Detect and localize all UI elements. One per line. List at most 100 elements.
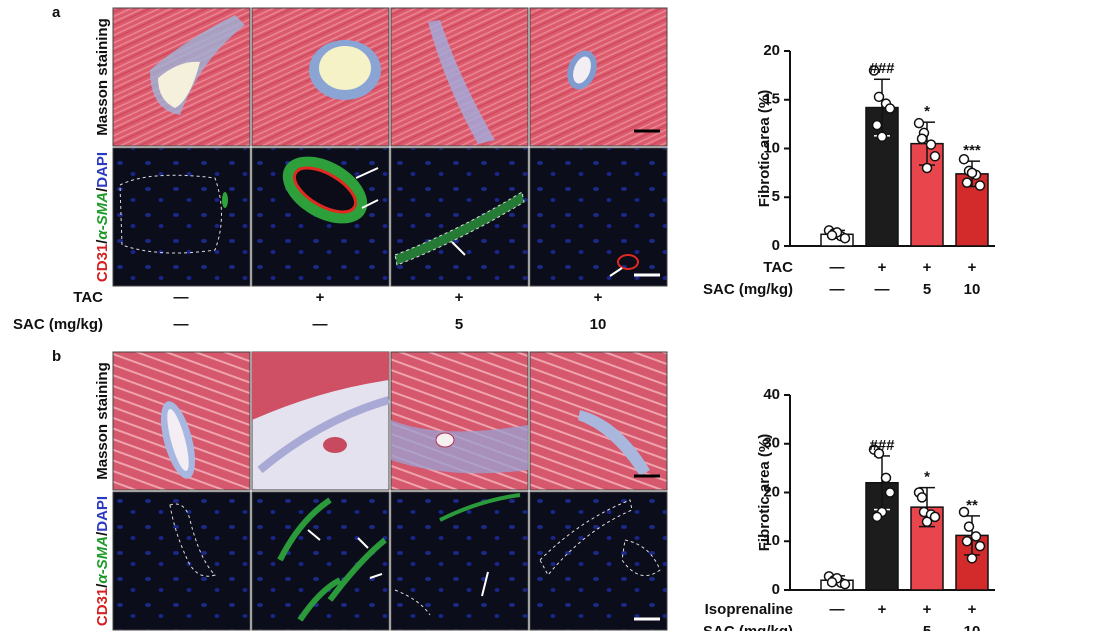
data-point (925, 139, 937, 150)
y-tick-label: 15 (763, 91, 780, 108)
data-point (826, 576, 838, 588)
data-point (929, 511, 941, 523)
treatment-level: + (878, 601, 887, 618)
panel-label: a (52, 4, 61, 21)
micrograph (390, 491, 529, 631)
separator: / (94, 531, 111, 536)
data-point (884, 487, 896, 498)
data-point (916, 133, 928, 144)
stain-cd31: CD31 (94, 588, 111, 626)
separator: / (94, 583, 111, 588)
treatment-level: — (875, 281, 890, 298)
row-label: Masson staining (94, 18, 111, 136)
data-point (839, 232, 851, 244)
micrograph (529, 147, 668, 287)
separator: / (94, 239, 111, 244)
treatment-level: — (830, 281, 845, 298)
y-axis-label: Fibrotic area (%) (756, 90, 773, 208)
stain-asma: α-SMA (94, 192, 111, 240)
condition-level: — (174, 289, 189, 306)
data-point (921, 162, 933, 174)
data-point (966, 167, 978, 179)
significance: ### (869, 437, 895, 454)
y-tick-label: 5 (772, 188, 780, 205)
condition-level: 10 (590, 316, 607, 333)
micrograph (251, 147, 390, 287)
treatment-level: 10 (964, 623, 981, 631)
condition-level: — (313, 316, 328, 333)
micrograph (251, 491, 390, 631)
micrograph (112, 7, 251, 147)
significance: ### (869, 60, 895, 77)
treatment-name: TAC (763, 259, 793, 276)
significance: *** (963, 142, 981, 159)
data-point (970, 531, 982, 542)
micrograph (112, 351, 251, 491)
data-point (974, 180, 986, 191)
micrograph (112, 491, 251, 631)
condition-name: TAC (73, 289, 103, 306)
data-point (884, 103, 896, 114)
condition-name: SAC (mg/kg) (13, 316, 103, 333)
treatment-level: + (923, 259, 932, 276)
treatment-name: SAC (mg/kg) (703, 281, 793, 298)
treatment-level: + (968, 259, 977, 276)
y-tick-label: 10 (763, 139, 780, 156)
micrograph (251, 7, 390, 147)
condition-level: — (174, 316, 189, 333)
data-point (826, 230, 838, 241)
treatment-name: Isoprenaline (705, 601, 793, 618)
stain-cd31: CD31 (94, 244, 111, 282)
micrograph (529, 491, 668, 631)
data-point (880, 472, 892, 484)
micrograph (390, 351, 529, 491)
row-label: CD31/α-SMA/DAPI (94, 152, 111, 282)
micrograph (251, 351, 391, 491)
panel-label: b (52, 348, 61, 365)
y-tick-label: 20 (763, 483, 780, 500)
significance: ** (966, 497, 978, 514)
significance: * (924, 469, 930, 486)
treatment-level: + (968, 601, 977, 618)
micrograph (529, 7, 668, 147)
data-point (871, 119, 883, 131)
treatment-level: — (830, 259, 845, 276)
condition-level: + (455, 289, 464, 306)
condition-level: + (594, 289, 603, 306)
significance: * (924, 103, 930, 120)
micrograph (112, 147, 251, 287)
micrograph (390, 147, 529, 287)
data-point (913, 117, 925, 129)
data-point (958, 506, 970, 518)
data-point (974, 540, 986, 552)
data-point (868, 65, 880, 76)
row-label: Masson staining (94, 362, 111, 480)
data-point (966, 553, 978, 564)
stain-dapi: DAPI (94, 152, 111, 188)
data-point (963, 521, 975, 532)
micrograph (390, 7, 529, 147)
treatment-name: SAC (mg/kg) (703, 623, 793, 631)
condition-level: + (316, 289, 325, 306)
treatment-level: + (923, 601, 932, 618)
data-point (921, 516, 933, 527)
row-label: CD31/α-SMA/DAPI (94, 496, 111, 626)
treatment-level: — (830, 623, 845, 631)
treatment-level: — (875, 623, 890, 631)
separator: / (94, 187, 111, 192)
data-point (876, 131, 888, 143)
treatment-level: 10 (964, 281, 981, 298)
data-point (916, 492, 928, 503)
y-tick-label: 0 (772, 581, 780, 598)
treatment-level: — (830, 601, 845, 618)
condition-level: 5 (455, 316, 463, 333)
y-tick-label: 20 (763, 42, 780, 59)
data-point (873, 448, 885, 459)
y-tick-label: 10 (763, 532, 780, 549)
treatment-level: 5 (923, 281, 931, 298)
y-tick-label: 0 (772, 237, 780, 254)
y-tick-label: 30 (763, 435, 780, 452)
data-point (929, 151, 941, 162)
